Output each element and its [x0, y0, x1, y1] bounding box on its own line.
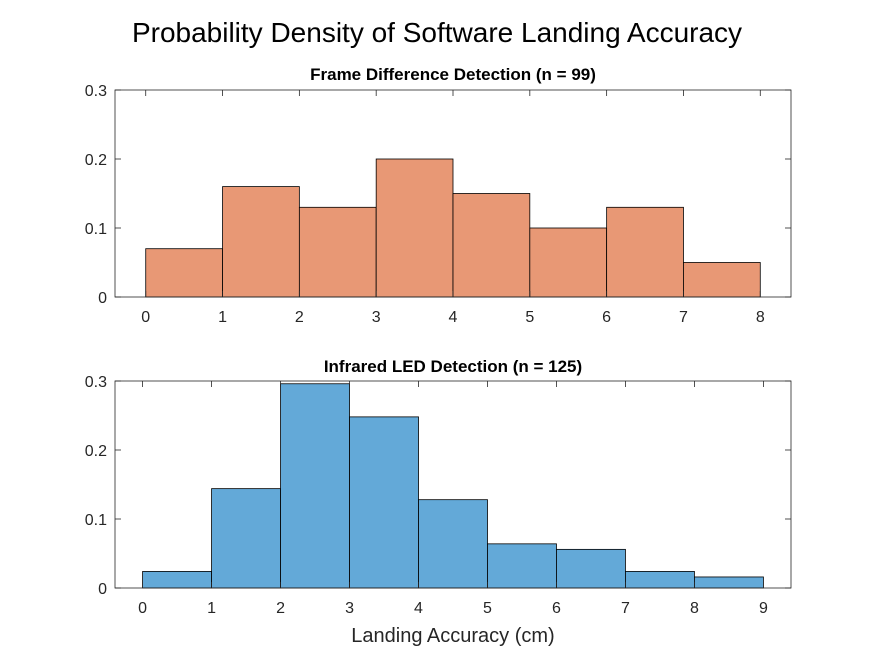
subplot-title: Frame Difference Detection (n = 99) — [310, 65, 596, 84]
histogram-bar — [683, 262, 761, 298]
x-tick-label: 5 — [525, 309, 534, 326]
x-tick-label: 8 — [690, 600, 699, 617]
histogram-bar — [375, 158, 454, 298]
histogram-bar — [556, 548, 626, 589]
x-tick-label: 1 — [207, 600, 216, 617]
x-tick-label: 4 — [414, 600, 423, 617]
histogram-bar — [211, 488, 281, 589]
x-tick-label: 2 — [295, 309, 304, 326]
y-tick-label: 0 — [98, 290, 107, 307]
histogram-bar — [529, 227, 608, 298]
x-tick-label: 6 — [552, 600, 561, 617]
x-tick-label: 0 — [141, 309, 150, 326]
histogram-bar — [298, 206, 377, 298]
histogram-bar — [487, 543, 557, 589]
histogram-bar — [418, 499, 488, 589]
x-tick-label: 9 — [759, 600, 768, 617]
x-tick-label: 7 — [679, 309, 688, 326]
histogram-bar — [222, 186, 300, 298]
y-tick-label: 0.2 — [85, 152, 107, 169]
x-tick-label: 4 — [449, 309, 458, 326]
y-tick-label: 0.1 — [85, 512, 107, 529]
histogram-bar — [694, 576, 764, 589]
x-tick-label: 7 — [621, 600, 630, 617]
histogram-bar — [606, 206, 684, 298]
histogram-bar — [142, 571, 212, 589]
x-tick-label: 2 — [276, 600, 285, 617]
subplot-title: Infrared LED Detection (n = 125) — [324, 357, 582, 376]
figure-title: Probability Density of Software Landing … — [132, 17, 742, 48]
x-axis-label: Landing Accuracy (cm) — [351, 625, 554, 647]
x-tick-label: 3 — [372, 309, 381, 326]
y-tick-label: 0.3 — [85, 374, 107, 391]
x-tick-label: 3 — [345, 600, 354, 617]
x-tick-label: 1 — [218, 309, 227, 326]
histogram-bar — [349, 416, 419, 589]
y-tick-label: 0 — [98, 581, 107, 598]
y-tick-label: 0.1 — [85, 221, 107, 238]
histogram-bar — [145, 248, 223, 298]
histogram-bar — [625, 571, 695, 589]
histogram-bar — [452, 193, 531, 298]
y-tick-label: 0.3 — [85, 83, 107, 100]
x-tick-label: 5 — [483, 600, 492, 617]
histogram-bar — [280, 383, 350, 589]
axes-box — [114, 380, 792, 589]
subplot-2: 0 1 2 3 4 5 6 7 8 9 0 0.1 0.2 0.3 Infrared LED Detecti… — [85, 357, 792, 647]
y-tick-label: 0.2 — [85, 443, 107, 460]
x-tick-label: 6 — [602, 309, 611, 326]
x-tick-label: 0 — [138, 600, 147, 617]
x-tick-label: 8 — [756, 309, 765, 326]
subplot-1: 0 1 2 3 4 5 6 7 8 0 0.1 0.2 0.3 Frame Difference Dete… — [85, 65, 792, 326]
